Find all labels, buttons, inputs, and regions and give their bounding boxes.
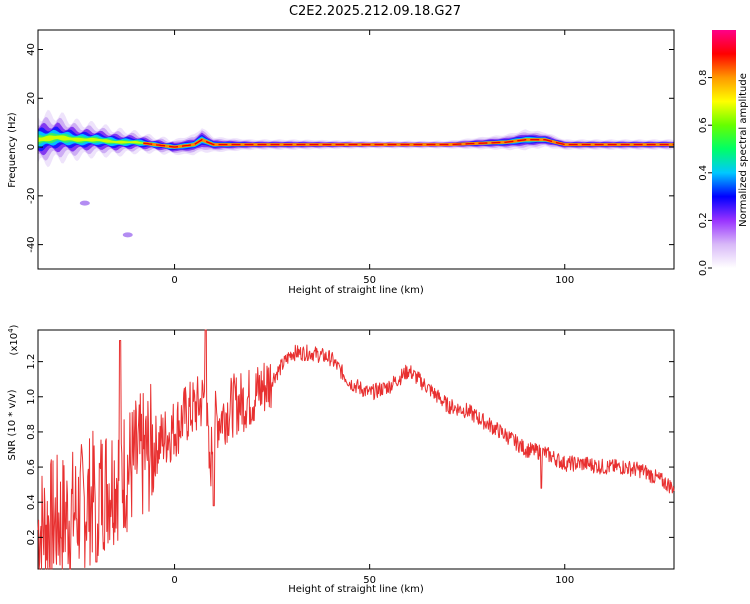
snr-x-tick-label: 50 [363,575,376,586]
spectrogram-isolated-patch [79,200,90,206]
colorbar-tick-label: 0.6 [698,117,709,133]
snr-y-tick-label: 0.6 [26,459,37,475]
spectrogram-y-tick-label: 40 [26,43,37,56]
spectrogram-y-tick-label: -40 [26,236,37,252]
snr-y-multiplier-close: ) [9,324,20,328]
snr-y-tick-label: 0.4 [26,494,37,510]
snr-y-tick-label: 1.2 [26,354,37,370]
snr-y-ticks: 0.2 0.4 0.6 0.8 1.0 1.2 [26,354,674,545]
spectrogram-band-layer [38,109,674,168]
snr-x-ticks: 0 50 100 [171,330,574,586]
snr-x-tick-label: 0 [171,575,177,586]
spectrogram-ridge-core [143,138,674,148]
snr-y-tick-label: 0.8 [26,424,37,440]
snr-y-axis-label: SNR (10 * v/v) [7,389,18,460]
colorbar-tick-label: 0.0 [698,260,709,276]
spectrogram-x-tick-label: 50 [363,275,376,286]
colorbar-ticks: 0.0 0.2 0.4 0.6 0.8 [698,70,712,276]
spectrogram-x-axis-label: Height of straight line (km) [288,285,424,296]
spectrogram-y-axis-label: Frequency (Hz) [7,112,18,188]
chart-title: C2E2.2025.212.09.18.G27 [289,4,461,19]
spectrogram-isolated-patch [122,232,133,238]
spectrogram-y-tick-label: -20 [26,188,37,204]
colorbar-gradient [712,30,736,268]
snr-panel: 0 50 100 0.2 0.4 0.6 0.8 1.0 1.2 Height of stra… [7,324,675,595]
snr-x-axis-label: Height of straight line (km) [288,584,424,595]
snr-y-multiplier-exponent: 4 [7,328,15,333]
colorbar-tick-label: 0.8 [698,70,709,86]
spectrogram-x-tick-label: 100 [555,275,574,286]
colorbar-tick-label: 0.2 [698,212,709,228]
snr-frame [37,329,675,570]
colorbar-label: Normalized spectral amplitude [738,73,749,227]
snr-line [37,329,675,570]
spectrogram-band-layer [38,116,674,161]
colorbar: 0.0 0.2 0.4 0.6 0.8 Normalized spectral ampl… [698,30,749,276]
spectrogram-x-ticks: 0 50 100 [171,30,574,286]
spectrogram-y-tick-label: 20 [26,92,37,105]
spectrogram-y-ticks: 40 20 0 -20 -40 [26,43,674,253]
spectrogram-frame [37,29,675,270]
snr-series [37,329,675,570]
spectrogram-heatmap [38,109,674,238]
snr-y-tick-label: 1.0 [26,389,37,405]
snr-x-tick-label: 100 [555,575,574,586]
colorbar-tick-label: 0.4 [698,165,709,181]
snr-y-multiplier: (x104) [7,324,20,355]
spectrogram-x-tick-label: 0 [171,275,177,286]
snr-y-multiplier-prefix: (x10 [9,333,20,356]
snr-y-tick-label: 0.2 [26,529,37,545]
spectrogram-y-tick-label: 0 [26,144,37,150]
spectrogram-panel: 0 50 100 40 20 0 -20 -40 Height of straight li… [7,29,675,296]
